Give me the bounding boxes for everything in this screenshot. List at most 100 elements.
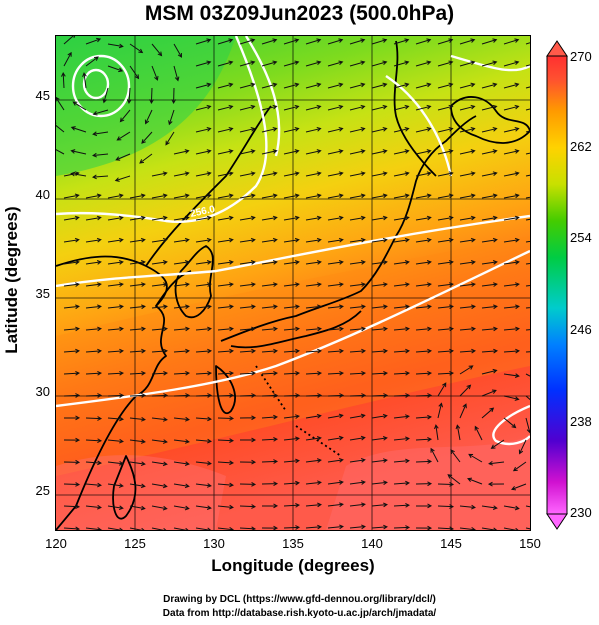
- wind-arrow: [349, 393, 367, 398]
- wind-arrow: [129, 326, 146, 332]
- wind-arrow: [107, 393, 125, 398]
- wind-arrow: [349, 38, 366, 45]
- wind-arrow: [525, 130, 530, 133]
- wind-arrow: [511, 483, 527, 491]
- wind-arrow: [85, 37, 102, 45]
- wind-arrow: [481, 149, 498, 155]
- wind-arrow: [217, 326, 234, 332]
- wind-arrow: [349, 237, 366, 243]
- wind-arrow: [305, 458, 322, 463]
- wind-arrow: [217, 393, 235, 398]
- wind-arrow: [305, 171, 322, 177]
- wind-arrow: [85, 237, 102, 243]
- wind-arrow: [107, 326, 124, 332]
- wind-arrow: [283, 370, 301, 376]
- wind-arrow: [261, 459, 279, 464]
- wind-arrow: [195, 82, 212, 89]
- wind-arrow: [151, 304, 168, 310]
- wind-arrow: [503, 60, 520, 67]
- wind-arrow: [82, 72, 87, 89]
- wind-arrow: [415, 127, 432, 133]
- wind-arrow: [63, 370, 81, 376]
- wind-arrow: [481, 389, 497, 397]
- wind-arrow: [481, 260, 498, 265]
- wind-arrow: [195, 304, 212, 310]
- wind-arrow: [327, 193, 344, 199]
- wind-arrow: [173, 260, 190, 265]
- wind-arrow: [503, 215, 520, 221]
- pink-patch: [326, 436, 530, 530]
- wind-arrow: [261, 525, 279, 530]
- wind-arrow: [283, 127, 300, 133]
- wind-arrow: [217, 38, 234, 45]
- wind-arrow: [349, 480, 366, 485]
- wind-arrow: [415, 149, 432, 155]
- wind-arrow: [195, 60, 212, 67]
- wind-arrow: [371, 215, 388, 221]
- wind-arrow: [107, 370, 125, 376]
- wind-arrow: [415, 481, 433, 487]
- wind-arrow: [349, 60, 366, 67]
- wind-arrow: [459, 384, 472, 397]
- wind-arrow: [261, 414, 279, 420]
- x-tick-label: 145: [440, 536, 462, 551]
- wind-arrow: [195, 193, 212, 199]
- wind-arrow: [371, 193, 388, 199]
- wind-arrow: [525, 417, 530, 434]
- wind-arrow: [525, 174, 530, 177]
- wind-arrow: [283, 502, 301, 508]
- wind-arrow: [195, 215, 212, 221]
- wind-arrow: [415, 38, 432, 45]
- wind-arrow: [327, 413, 344, 419]
- wind-arrow: [151, 527, 167, 530]
- wind-arrow: [217, 504, 234, 510]
- colorbar-tick-label: 254: [570, 230, 592, 245]
- wind-arrow: [129, 527, 145, 530]
- grid-lines: [56, 36, 530, 530]
- wind-arrow: [415, 525, 433, 530]
- wind-arrow: [56, 122, 65, 133]
- wind-arrow: [518, 439, 527, 455]
- wind-arrow: [415, 260, 432, 265]
- wind-arrow: [349, 82, 366, 89]
- wind-arrow: [459, 38, 476, 45]
- wind-arrow: [481, 215, 498, 221]
- wind-arrow: [525, 64, 530, 67]
- wind-arrow: [129, 237, 146, 243]
- wind-arrow: [415, 436, 433, 442]
- wind-arrow: [283, 193, 300, 199]
- wind-arrow: [437, 370, 455, 376]
- wind-arrow: [129, 416, 146, 422]
- wind-arrow: [63, 237, 80, 243]
- wind-arrow: [503, 171, 520, 177]
- wind-arrow: [327, 260, 344, 265]
- wind-arrow: [327, 435, 344, 441]
- wind-arrow: [512, 461, 527, 472]
- wind-arrow: [261, 82, 278, 89]
- contour-label: 256.0: [189, 204, 216, 220]
- wind-arrow: [525, 505, 530, 508]
- wind-arrow: [129, 65, 140, 80]
- wind-arrow: [415, 60, 432, 67]
- wind-arrow: [503, 417, 517, 429]
- x-tick-label: 130: [203, 536, 225, 551]
- wind-arrow: [467, 477, 483, 485]
- wind-arrow: [459, 60, 476, 67]
- wind-arrow: [371, 60, 388, 67]
- wind-arrow: [481, 127, 498, 133]
- wind-arrow: [459, 326, 476, 332]
- wind-arrow: [283, 38, 300, 45]
- wind-arrow: [173, 65, 180, 82]
- wind-arrow: [151, 393, 169, 398]
- credit-data: Data from http://database.rish.kyoto-u.a…: [162, 608, 437, 619]
- x-tick-label: 120: [45, 536, 67, 551]
- wind-arrow: [327, 348, 344, 354]
- wind-arrow: [459, 82, 476, 89]
- wind-arrow: [217, 416, 235, 421]
- wind-arrow: [283, 436, 300, 442]
- wind-arrow: [525, 240, 530, 243]
- wind-arrow: [239, 437, 257, 443]
- wind-arrow: [107, 527, 124, 530]
- wind-arrow: [327, 127, 344, 133]
- wind-arrow: [437, 38, 454, 45]
